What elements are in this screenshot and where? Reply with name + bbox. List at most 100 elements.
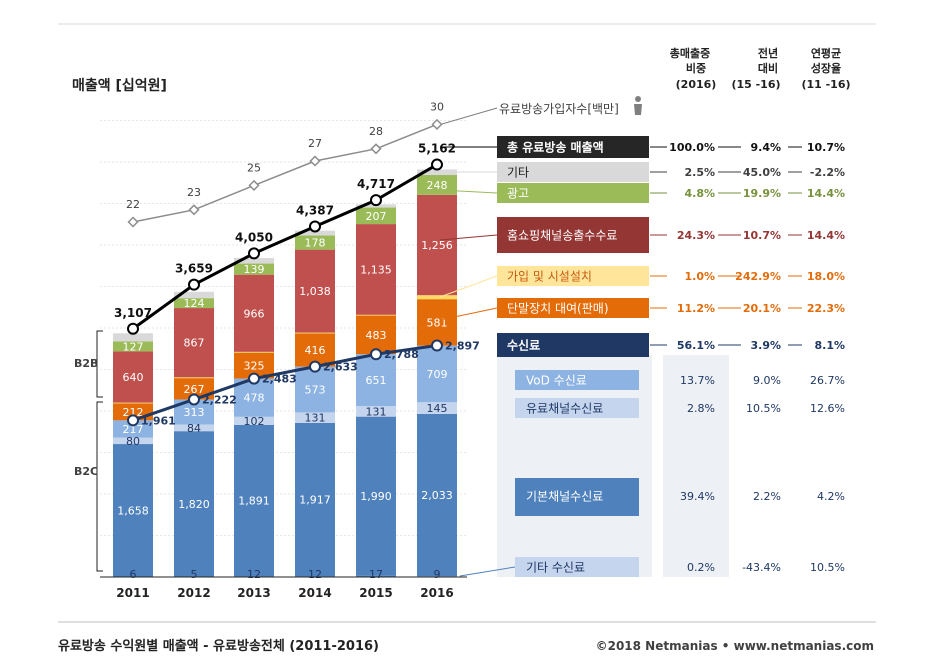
subscribers-label: 27 [308, 137, 322, 150]
bar-label-advertising: 124 [184, 297, 205, 310]
subscribers-label: 30 [430, 100, 444, 113]
legend-label: 기타 [507, 166, 529, 180]
bar-label-pay_channel_fee: 131 [366, 405, 387, 418]
legend-box [515, 370, 639, 390]
bar-segment-shopping_fee [295, 249, 335, 333]
bar-segment-shopping_fee [356, 224, 396, 315]
bar-labels: 61,6588021721264012751,82084313267867124… [117, 179, 453, 581]
yoy-value: 19.9% [743, 187, 781, 200]
subscription-point [309, 360, 321, 373]
bar-label-device_rental: 267 [184, 383, 205, 396]
x-tick-label: 2013 [237, 586, 270, 600]
legend-label: 유료채널수신료 [526, 402, 603, 416]
subscription-label: 2,483 [262, 373, 297, 386]
bar-label-etc_fee: 9 [434, 568, 441, 581]
header-share-2: 비중 [686, 61, 706, 75]
cagr-value: 26.7% [810, 374, 845, 387]
table-headers: 총매출중 비중 (2016) 전년 대비 (15 -16) 연평균 성장율 (1… [670, 46, 851, 91]
x-tick-label: 2016 [420, 586, 453, 600]
bar-segment-pay_channel_fee [356, 406, 396, 417]
subscribers-point [370, 143, 382, 155]
share-value: 0.2% [687, 561, 715, 574]
bar-label-etc_fee: 12 [308, 568, 322, 581]
bar-label-advertising: 139 [244, 263, 265, 276]
bar-label-etc_fee: 6 [130, 568, 137, 581]
total-label: 4,050 [235, 230, 273, 244]
b2c-brace [96, 401, 103, 572]
cagr-value: -2.2% [810, 166, 845, 179]
yoy-value: 242.9% [735, 270, 781, 283]
yoy-value: 9.4% [750, 141, 781, 154]
bar-label-device_rental: 325 [244, 360, 265, 373]
subscribers-line [132, 123, 438, 223]
bar-segment-install_fee [174, 377, 214, 379]
bar-segment-others [113, 333, 153, 342]
bar-segment-vod_fee [356, 354, 396, 407]
share-value: 24.3% [677, 229, 715, 242]
bar-label-pay_channel_fee: 102 [244, 415, 265, 428]
bar-segment-basic_fee [417, 413, 457, 577]
yoy-value: -43.4% [742, 561, 781, 574]
subscription-label: 2,788 [384, 348, 419, 361]
legend-box [515, 398, 639, 418]
bar-segment-shopping_fee [234, 274, 274, 352]
subscription-point [127, 414, 139, 427]
yoy-value: 2.2% [753, 490, 781, 503]
y-axis-label: 매출액 [십억원] [72, 77, 167, 94]
bar-label-basic_fee: 1,891 [238, 494, 270, 507]
share-value: 100.0% [669, 141, 715, 154]
bar-segment-basic_fee [234, 424, 274, 577]
subscribers-label: 28 [369, 125, 383, 138]
bar-label-device_rental: 212 [123, 406, 144, 419]
b2c-label: B2C [74, 465, 98, 478]
bar-label-vod_fee: 651 [366, 374, 387, 387]
total-point [309, 220, 321, 233]
bar-label-pay_channel_fee: 80 [126, 435, 140, 448]
legend-label: 총 유료방송 매출액 [507, 140, 604, 155]
x-tick-label: 2012 [177, 586, 210, 600]
header-yoy-2: 대비 [758, 61, 778, 75]
bars [113, 169, 457, 578]
subscription-point [248, 372, 260, 385]
legend-box [515, 478, 639, 516]
bar-segment-advertising [295, 235, 335, 250]
yoy-value: 9.0% [753, 374, 781, 387]
header-cagr-2: 성장율 [811, 61, 841, 75]
cagr-value: 4.2% [817, 490, 845, 503]
person-icon [634, 96, 642, 115]
bar-label-shopping_fee: 1,135 [360, 263, 392, 276]
legend-label: 홈쇼핑채널송출수수료 [507, 229, 617, 243]
table-panel [497, 355, 652, 577]
share-value: 13.7% [680, 374, 715, 387]
share-value: 2.8% [687, 402, 715, 415]
bar-segment-others [174, 291, 214, 299]
header-cagr-1: 연평균 [811, 46, 841, 60]
subscribers-point [188, 204, 200, 216]
bar-segment-pay_channel_fee [295, 412, 335, 423]
b2b-brace [96, 330, 103, 398]
lines: 3,107 3,659 4,050 4,387 4,717 5,162 1,961 2,222… [114, 100, 480, 427]
bar-label-etc_fee: 12 [247, 568, 261, 581]
bar-label-advertising: 248 [427, 179, 448, 192]
subscribers-point [309, 155, 321, 167]
bar-label-vod_fee: 573 [305, 384, 326, 397]
bar-segment-others [417, 169, 457, 176]
subscription-point [431, 339, 443, 352]
bar-label-device_rental: 483 [366, 329, 387, 342]
bar-segment-vod_fee [234, 378, 274, 417]
header-share-1: 총매출중 [670, 46, 710, 60]
total-point [370, 194, 382, 207]
bar-segment-others [295, 230, 335, 236]
legend-box [497, 266, 649, 286]
bar-segment-shopping_fee [113, 351, 153, 403]
bar-label-basic_fee: 1,990 [360, 490, 392, 503]
subscription-label: 1,961 [141, 414, 176, 427]
bar-segment-advertising [234, 263, 274, 275]
subscription-point [370, 348, 382, 361]
legend-box [515, 557, 639, 577]
bar-label-advertising: 127 [123, 340, 144, 353]
legend-leader [439, 307, 498, 321]
legend-label: 기타 수신료 [526, 561, 585, 575]
bar-segment-advertising [113, 341, 153, 352]
